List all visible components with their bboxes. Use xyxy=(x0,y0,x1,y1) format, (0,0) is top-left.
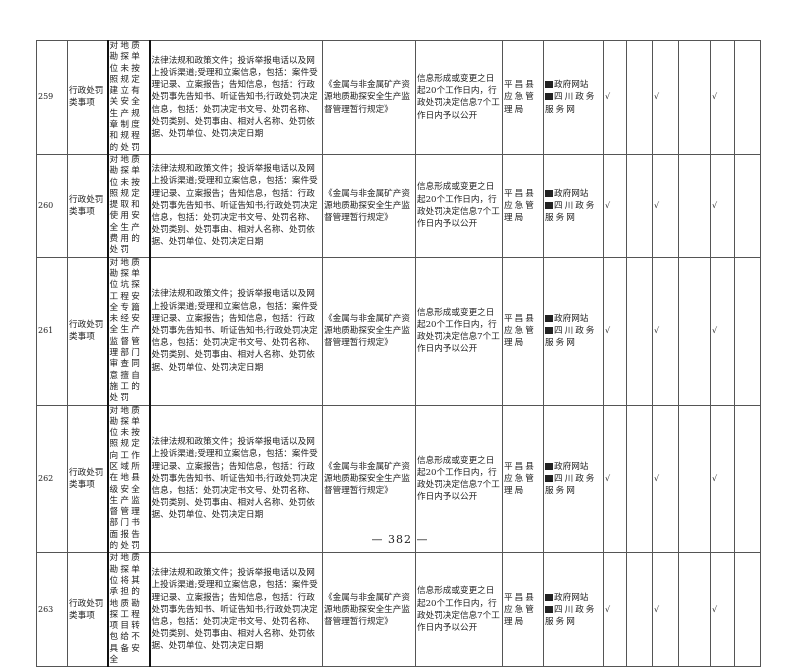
square-bullet-icon xyxy=(545,326,553,334)
check-cell xyxy=(626,552,653,667)
row-channel: 政府网站 四川政务服务网 xyxy=(543,256,604,406)
check-cell: √ xyxy=(652,404,679,554)
row-category: 行政处罚类事项 xyxy=(67,40,108,155)
channel-1: 政府网站 xyxy=(554,80,589,91)
check-cell xyxy=(626,40,653,155)
square-bullet-icon xyxy=(545,93,553,101)
square-bullet-icon xyxy=(545,81,553,89)
row-category: 行政处罚类事项 xyxy=(67,404,108,554)
check-cell: √ xyxy=(652,40,679,155)
check-cell xyxy=(734,404,761,554)
row-time-limit: 信息形成或变更之日起20个工作日内，行政处罚决定信息7个工作日内予以公开 xyxy=(415,153,503,258)
row-category: 行政处罚类事项 xyxy=(67,256,108,406)
row-subject: 平昌县应急管理局 xyxy=(502,40,544,155)
check-cell: √ xyxy=(603,153,627,258)
row-item: 对地质勘探单位坑探工程安全专篇未经安全生产监督管理部门审查同意擅自施工的处罚 xyxy=(106,256,151,406)
square-bullet-icon xyxy=(545,189,553,197)
table-row: 261 行政处罚类事项 对地质勘探单位坑探工程安全专篇未经安全生产监督管理部门审… xyxy=(36,256,761,406)
row-number: 259 xyxy=(36,40,68,155)
channel-1: 政府网站 xyxy=(554,461,589,472)
row-item: 对地质勘探单位未按照规定提取和使用安全生产费用的处罚 xyxy=(106,153,151,258)
check-cell xyxy=(734,40,761,155)
check-cell xyxy=(678,404,711,554)
row-basis: 《金属与非金属矿产资源地质勘探安全生产监督管理暂行规定》 xyxy=(322,40,416,155)
row-time-limit: 信息形成或变更之日起20个工作日内，行政处罚决定信息7个工作日内予以公开 xyxy=(415,552,503,667)
row-content: 法律法规和政策文件；投诉举报电话以及网上投诉渠道;受理和立案信息，包括：案件受理… xyxy=(149,40,323,155)
row-number: 260 xyxy=(36,153,68,258)
table-row: 260 行政处罚类事项 对地质勘探单位未按照规定提取和使用安全生产费用的处罚 法… xyxy=(36,153,761,258)
row-subject: 平昌县应急管理局 xyxy=(502,153,544,258)
table-row: 262 行政处罚类事项 对地质勘探单位未按照规定向工作区域所在地县级安全生产监督… xyxy=(36,404,761,554)
channel-1: 政府网站 xyxy=(554,592,589,603)
row-content: 法律法规和政策文件；投诉举报电话以及网上投诉渠道;受理和立案信息，包括：案件受理… xyxy=(149,404,323,554)
check-cell xyxy=(678,256,711,406)
table-row: 259 行政处罚类事项 对地质勘探单位未按照规定建立有关安全生产规章制度和规程的… xyxy=(36,40,761,155)
row-subject: 平昌县应急管理局 xyxy=(502,404,544,554)
check-cell: √ xyxy=(603,404,627,554)
row-channel: 政府网站 四川政务服务网 xyxy=(543,552,604,667)
check-cell xyxy=(626,404,653,554)
check-cell: √ xyxy=(710,404,735,554)
row-number: 262 xyxy=(36,404,68,554)
disclosure-table: 259 行政处罚类事项 对地质勘探单位未按照规定建立有关安全生产规章制度和规程的… xyxy=(36,40,761,667)
row-item: 对地质勘探单位未按照规定建立有关安全生产规章制度和规程的处罚 xyxy=(106,40,151,155)
channel-2: 四川政务服务网 xyxy=(545,325,597,349)
check-cell: √ xyxy=(603,40,627,155)
table-row: 263 行政处罚类事项 对地质勘探单位将其承担的地质勘探工程项目转包给不具备安全… xyxy=(36,552,761,667)
check-cell xyxy=(678,40,711,155)
square-bullet-icon xyxy=(545,462,553,470)
row-basis: 《金属与非金属矿产资源地质勘探安全生产监督管理暂行规定》 xyxy=(322,404,416,554)
check-cell: √ xyxy=(652,153,679,258)
check-cell: √ xyxy=(710,153,735,258)
square-bullet-icon xyxy=(545,474,553,482)
check-cell xyxy=(734,256,761,406)
check-cell: √ xyxy=(603,256,627,406)
check-cell: √ xyxy=(710,256,735,406)
row-category: 行政处罚类事项 xyxy=(67,552,108,667)
channel-1: 政府网站 xyxy=(554,188,589,199)
row-content: 法律法规和政策文件；投诉举报电话以及网上投诉渠道;受理和立案信息，包括：案件受理… xyxy=(149,552,323,667)
check-cell: √ xyxy=(652,552,679,667)
channel-2: 四川政务服务网 xyxy=(545,473,597,497)
check-cell: √ xyxy=(710,552,735,667)
square-bullet-icon xyxy=(545,314,553,322)
row-time-limit: 信息形成或变更之日起20个工作日内，行政处罚决定信息7个工作日内予以公开 xyxy=(415,404,503,554)
check-cell xyxy=(734,153,761,258)
row-channel: 政府网站 四川政务服务网 xyxy=(543,40,604,155)
row-item: 对地质勘探单位将其承担的地质勘探工程项目转包给不具备安全 xyxy=(106,552,151,667)
row-item: 对地质勘探单位未按照规定向工作区域所在地县级安全生产监督管理部门书面报告的处罚 xyxy=(106,404,151,554)
page-number: — 382 — xyxy=(371,533,429,546)
check-cell xyxy=(626,256,653,406)
row-content: 法律法规和政策文件；投诉举报电话以及网上投诉渠道;受理和立案信息，包括：案件受理… xyxy=(149,153,323,258)
row-category: 行政处罚类事项 xyxy=(67,153,108,258)
row-channel: 政府网站 四川政务服务网 xyxy=(543,153,604,258)
check-cell: √ xyxy=(652,256,679,406)
row-number: 263 xyxy=(36,552,68,667)
row-subject: 平昌县应急管理局 xyxy=(502,256,544,406)
square-bullet-icon xyxy=(545,605,553,613)
row-basis: 《金属与非金属矿产资源地质勘探安全生产监督管理暂行规定》 xyxy=(322,552,416,667)
check-cell: √ xyxy=(603,552,627,667)
row-channel: 政府网站 四川政务服务网 xyxy=(543,404,604,554)
row-subject: 平昌县应急管理局 xyxy=(502,552,544,667)
check-cell xyxy=(678,552,711,667)
row-basis: 《金属与非金属矿产资源地质勘探安全生产监督管理暂行规定》 xyxy=(322,256,416,406)
check-cell xyxy=(678,153,711,258)
channel-1: 政府网站 xyxy=(554,313,589,324)
square-bullet-icon xyxy=(545,201,553,209)
channel-2: 四川政务服务网 xyxy=(545,92,597,115)
check-cell xyxy=(626,153,653,258)
row-time-limit: 信息形成或变更之日起20个工作日内，行政处罚决定信息7个工作日内予以公开 xyxy=(415,256,503,406)
row-content: 法律法规和政策文件；投诉举报电话以及网上投诉渠道;受理和立案信息，包括：案件受理… xyxy=(149,256,323,406)
check-cell xyxy=(734,552,761,667)
row-time-limit: 信息形成或变更之日起20个工作日内，行政处罚决定信息7个工作日内予以公开 xyxy=(415,40,503,155)
channel-2: 四川政务服务网 xyxy=(545,200,597,223)
square-bullet-icon xyxy=(545,593,553,601)
row-number: 261 xyxy=(36,256,68,406)
row-basis: 《金属与非金属矿产资源地质勘探安全生产监督管理暂行规定》 xyxy=(322,153,416,258)
check-cell: √ xyxy=(710,40,735,155)
